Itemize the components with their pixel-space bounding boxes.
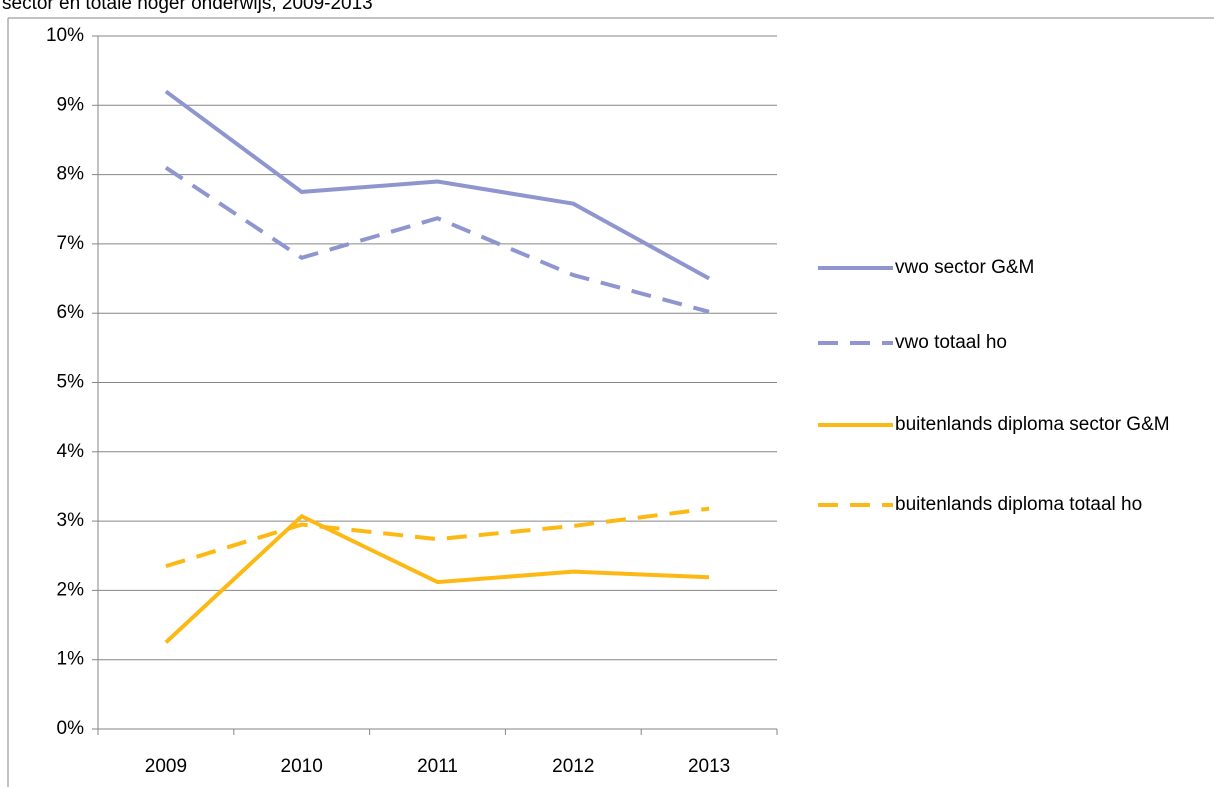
x-tick-label: 2010 — [281, 756, 323, 777]
series-line — [164, 166, 710, 314]
x-tick-label: 2011 — [417, 756, 458, 777]
x-tick-label: 2009 — [145, 756, 187, 777]
legend-label: vwo sector G&M — [895, 257, 1035, 278]
y-tick-label: 4% — [57, 441, 85, 462]
y-tick-label: 6% — [57, 302, 85, 323]
series-line — [164, 89, 711, 281]
chart-title: sector en totale hoger onderwijs, 2009-2… — [2, 0, 373, 14]
y-tick-label: 10% — [46, 25, 84, 46]
series-line — [165, 506, 710, 569]
y-tick-label: 2% — [57, 579, 85, 600]
x-tick-label: 2013 — [688, 756, 730, 777]
legend-label: buitenlands diploma sector G&M — [895, 414, 1170, 435]
y-tick-label: 8% — [57, 164, 85, 185]
y-tick-label: 5% — [57, 372, 85, 393]
y-tick-label: 0% — [57, 718, 85, 739]
series-line — [164, 513, 710, 644]
y-tick-label: 7% — [57, 233, 85, 254]
legend-label: buitenlands diploma totaal ho — [895, 494, 1143, 515]
legend-label: vwo totaal ho — [895, 332, 1007, 353]
y-tick-label: 9% — [57, 94, 85, 115]
y-tick-label: 1% — [57, 649, 85, 670]
y-tick-label: 3% — [57, 510, 85, 531]
x-tick-label: 2012 — [552, 756, 594, 777]
